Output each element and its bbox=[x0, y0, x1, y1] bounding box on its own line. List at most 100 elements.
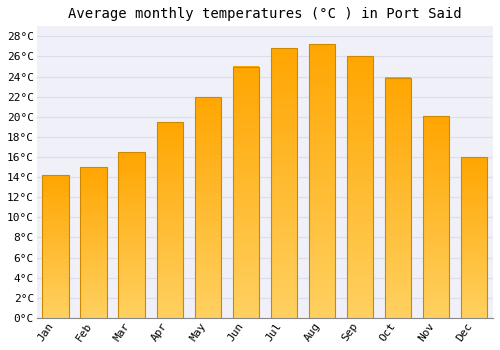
Bar bbox=[80, 250, 107, 252]
Bar bbox=[384, 276, 411, 279]
Bar bbox=[118, 291, 145, 293]
Bar bbox=[80, 282, 107, 284]
Bar bbox=[118, 170, 145, 173]
Bar bbox=[422, 187, 450, 189]
Bar bbox=[156, 261, 183, 264]
Bar bbox=[308, 188, 335, 191]
Bar bbox=[42, 259, 69, 261]
Bar bbox=[156, 257, 183, 259]
Bar bbox=[80, 209, 107, 210]
Bar bbox=[42, 189, 69, 191]
Bar bbox=[42, 180, 69, 182]
Bar bbox=[422, 146, 450, 149]
Bar bbox=[156, 303, 183, 306]
Bar bbox=[42, 200, 69, 202]
Bar bbox=[80, 295, 107, 297]
Bar bbox=[270, 146, 297, 149]
Bar bbox=[194, 97, 221, 318]
Bar bbox=[346, 233, 374, 236]
Bar bbox=[232, 170, 259, 173]
Bar bbox=[270, 254, 297, 257]
Bar bbox=[80, 205, 107, 207]
Bar bbox=[346, 86, 374, 89]
Bar bbox=[460, 310, 487, 312]
Bar bbox=[118, 308, 145, 310]
Bar bbox=[384, 92, 411, 96]
Bar bbox=[118, 210, 145, 212]
Bar bbox=[118, 152, 145, 154]
Bar bbox=[80, 222, 107, 224]
Bar bbox=[194, 240, 221, 243]
Bar bbox=[270, 308, 297, 311]
Bar bbox=[194, 146, 221, 149]
Bar bbox=[270, 311, 297, 315]
Bar bbox=[460, 259, 487, 262]
Bar bbox=[118, 241, 145, 243]
Bar bbox=[42, 225, 69, 227]
Bar bbox=[422, 315, 450, 318]
Bar bbox=[118, 314, 145, 316]
Bar bbox=[118, 162, 145, 164]
Bar bbox=[232, 283, 259, 287]
Bar bbox=[80, 180, 107, 182]
Bar bbox=[80, 203, 107, 205]
Bar bbox=[346, 259, 374, 262]
Bar bbox=[422, 141, 450, 144]
Bar bbox=[156, 306, 183, 308]
Bar bbox=[346, 148, 374, 151]
Bar bbox=[346, 125, 374, 128]
Bar bbox=[346, 266, 374, 269]
Bar bbox=[42, 254, 69, 256]
Bar bbox=[156, 176, 183, 178]
Bar bbox=[42, 273, 69, 275]
Bar bbox=[270, 284, 297, 288]
Bar bbox=[80, 254, 107, 256]
Bar bbox=[270, 160, 297, 163]
Bar bbox=[80, 289, 107, 292]
Bar bbox=[118, 303, 145, 306]
Bar bbox=[232, 293, 259, 296]
Bar bbox=[118, 212, 145, 214]
Bar bbox=[156, 264, 183, 266]
Bar bbox=[42, 184, 69, 186]
Bar bbox=[80, 233, 107, 235]
Bar bbox=[232, 173, 259, 176]
Bar bbox=[194, 274, 221, 276]
Bar bbox=[118, 258, 145, 260]
Bar bbox=[460, 261, 487, 264]
Bar bbox=[422, 128, 450, 131]
Bar bbox=[42, 280, 69, 282]
Bar bbox=[42, 218, 69, 220]
Bar bbox=[308, 260, 335, 263]
Bar bbox=[460, 292, 487, 294]
Bar bbox=[42, 232, 69, 234]
Bar bbox=[308, 184, 335, 188]
Bar bbox=[232, 255, 259, 258]
Bar bbox=[42, 238, 69, 239]
Bar bbox=[384, 102, 411, 105]
Bar bbox=[422, 310, 450, 313]
Bar bbox=[346, 76, 374, 79]
Bar bbox=[460, 316, 487, 318]
Bar bbox=[194, 309, 221, 313]
Bar bbox=[80, 191, 107, 194]
Bar bbox=[460, 219, 487, 222]
Bar bbox=[384, 164, 411, 168]
Bar bbox=[80, 225, 107, 228]
Bar bbox=[194, 168, 221, 172]
Bar bbox=[80, 188, 107, 190]
Bar bbox=[194, 166, 221, 169]
Bar bbox=[270, 281, 297, 284]
Bar bbox=[308, 68, 335, 72]
Bar bbox=[460, 274, 487, 276]
Bar bbox=[384, 98, 411, 101]
Bar bbox=[460, 286, 487, 288]
Bar bbox=[460, 245, 487, 247]
Bar bbox=[156, 212, 183, 215]
Bar bbox=[308, 198, 335, 202]
Bar bbox=[460, 223, 487, 225]
Bar bbox=[156, 222, 183, 225]
Bar bbox=[460, 272, 487, 274]
Bar bbox=[118, 272, 145, 274]
Bar bbox=[42, 311, 69, 313]
